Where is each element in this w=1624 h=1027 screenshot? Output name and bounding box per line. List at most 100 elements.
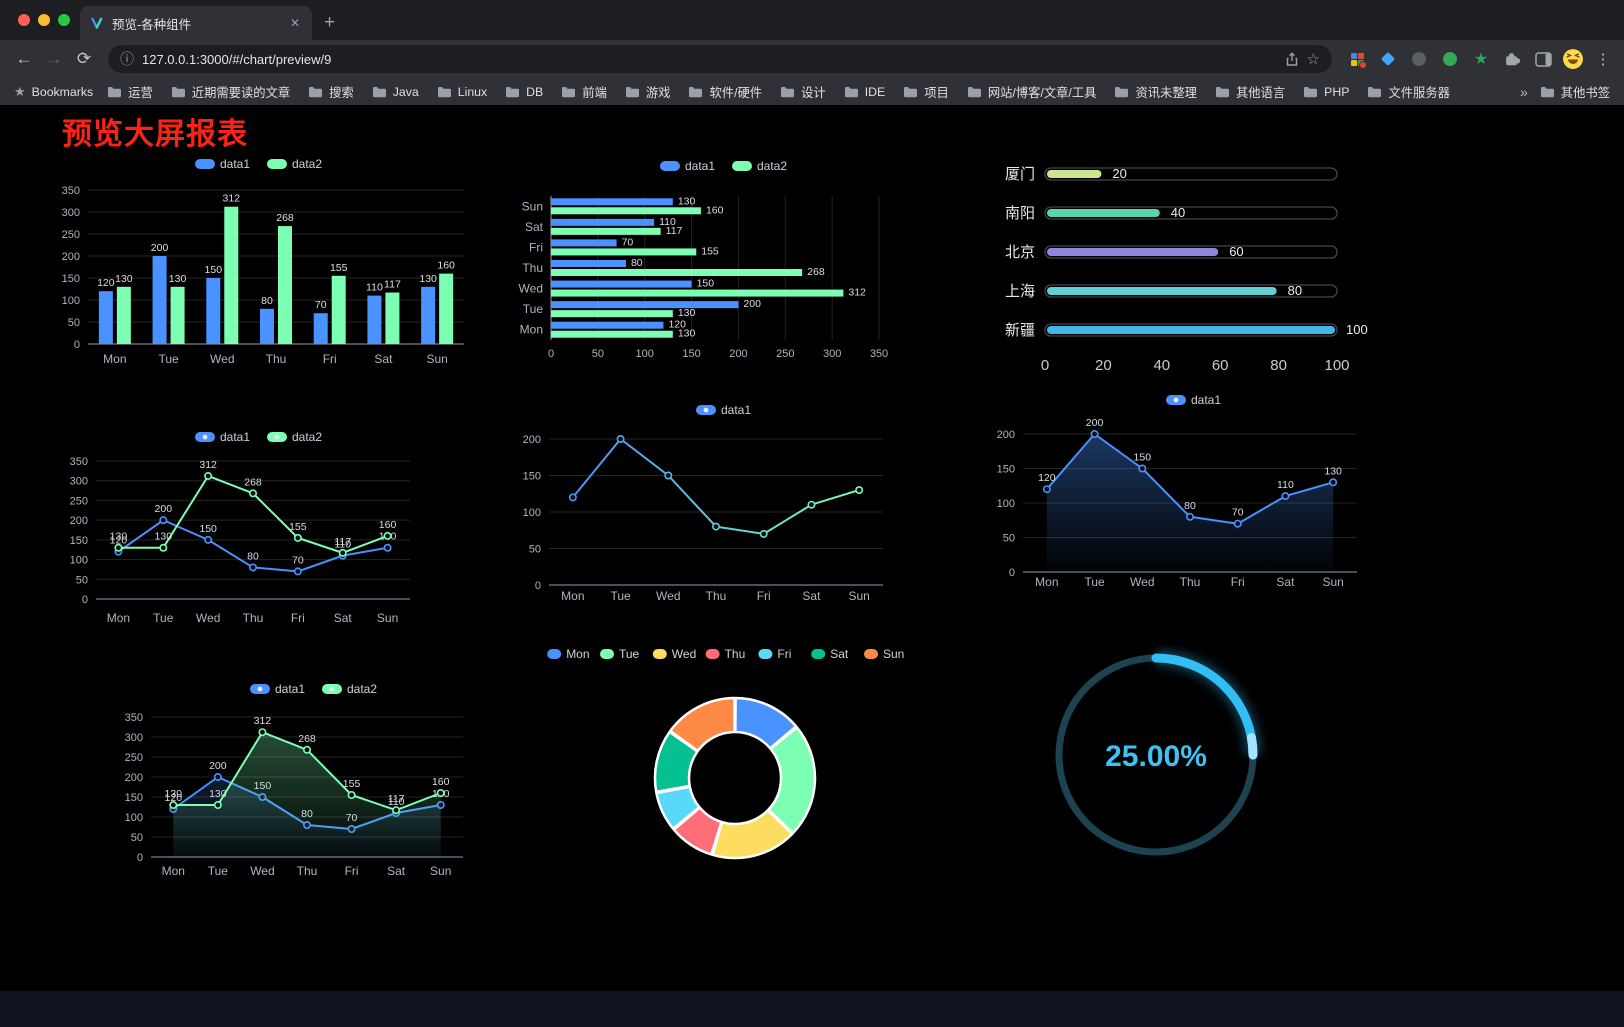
legend-item-data1[interactable]: data1	[660, 159, 715, 173]
data-point-data2-Sun[interactable]	[383, 531, 392, 540]
bookmark-folder-3[interactable]: Java	[372, 85, 419, 99]
progress-bar-北京[interactable]	[1047, 248, 1219, 256]
bookmark-folder-4[interactable]: Linux	[437, 85, 487, 99]
data-point-data2-Tue[interactable]	[213, 801, 222, 810]
bar-data2-Sat[interactable]	[385, 292, 400, 344]
data-point-data2-Mon[interactable]	[114, 543, 123, 552]
bookmark-folder-5[interactable]: DB	[505, 85, 543, 99]
bar-data1-Fri[interactable]	[313, 313, 328, 344]
data-point-data2-Fri[interactable]	[293, 533, 302, 542]
hbar-data2-Fri[interactable]	[551, 248, 697, 256]
legend-item-data1[interactable]: data1	[195, 430, 250, 444]
extension-green-circle-icon[interactable]	[1439, 48, 1461, 70]
extensions-puzzle-icon[interactable]	[1501, 48, 1523, 70]
progress-bar-厦门[interactable]	[1047, 170, 1102, 178]
bar-data2-Fri[interactable]	[331, 275, 346, 344]
legend-item-data2[interactable]: data2	[732, 159, 787, 173]
reload-button[interactable]: ⟳	[76, 49, 92, 68]
share-icon[interactable]	[1285, 51, 1299, 67]
hbar-data1-Fri[interactable]	[551, 239, 617, 247]
extension-green-star-icon[interactable]: ★	[1473, 51, 1489, 68]
data-point-data1-Sat[interactable]	[1281, 492, 1290, 501]
bar-data1-Sun[interactable]	[421, 286, 436, 344]
data-point-data2-Thu[interactable]	[303, 745, 312, 754]
legend-item-data2[interactable]: data2	[322, 682, 377, 696]
legend-item-data1[interactable]: data1	[250, 682, 305, 696]
data-point-data1-Fri[interactable]	[759, 529, 768, 538]
data-point-data2-Wed[interactable]	[258, 728, 267, 737]
bookmark-folder-11[interactable]: 项目	[903, 83, 949, 101]
legend-item-Wed[interactable]: Wed	[652, 647, 696, 661]
data-point-data2-Wed[interactable]	[204, 471, 213, 480]
pie-slice-Thu[interactable]	[672, 806, 723, 856]
data-point-data2-Sun[interactable]	[436, 789, 445, 798]
bookmark-folder-9[interactable]: 设计	[780, 83, 826, 101]
hbar-data1-Sun[interactable]	[551, 198, 673, 206]
extension-diamond-icon[interactable]	[1377, 48, 1399, 70]
data-point-data1-Wed[interactable]	[204, 535, 213, 544]
data-point-data1-Sun[interactable]	[383, 543, 392, 552]
legend-item-Thu[interactable]: Thu	[705, 647, 746, 661]
pie-slice-Sun[interactable]	[669, 696, 736, 753]
chart-two-line-area[interactable]: data1 data2 0 50 100 150 200 250 300 350 Mon Tue Wed…	[95, 645, 535, 910]
bar-data2-Sun[interactable]	[439, 273, 454, 344]
bookmark-folder-16[interactable]: 文件服务器	[1367, 83, 1450, 101]
tab-close-icon[interactable]: ✕	[289, 16, 300, 30]
bookmark-folder-12[interactable]: 网站/博客/文章/工具	[967, 83, 1096, 101]
bar-data2-Thu[interactable]	[278, 226, 292, 344]
data-point-data1-Fri[interactable]	[293, 567, 302, 576]
side-panel-icon[interactable]	[1532, 48, 1554, 70]
chart-grouped-bar[interactable]: data1 data2 0 50 100 150 200 250 300 350 Mon Tue Wed…	[40, 150, 480, 400]
bar-data1-Thu[interactable]	[260, 308, 274, 344]
data-point-data2-Tue[interactable]	[159, 543, 168, 552]
close-window-button[interactable]	[18, 14, 30, 26]
new-tab-button[interactable]: +	[324, 12, 336, 33]
legend-item-Sat[interactable]: Sat	[811, 647, 849, 661]
legend-item-Mon[interactable]: Mon	[547, 647, 590, 661]
bar-data1-Wed[interactable]	[206, 278, 221, 344]
data-point-data1-Thu[interactable]	[712, 522, 721, 531]
bookmark-folder-6[interactable]: 前端	[561, 83, 607, 101]
data-point-data1-Mon[interactable]	[568, 493, 577, 502]
minimize-window-button[interactable]	[38, 14, 50, 26]
data-point-data2-Sat[interactable]	[392, 806, 401, 815]
bar-data2-Mon[interactable]	[116, 286, 131, 344]
data-point-data1-Sat[interactable]	[807, 500, 816, 509]
legend-item-data2[interactable]: data2	[267, 430, 322, 444]
other-bookmarks[interactable]: 其他书签	[1540, 83, 1610, 101]
bookmark-folder-2[interactable]: 搜索	[308, 83, 354, 101]
chart-gauge[interactable]: 25.00%	[975, 645, 1415, 910]
chart-horizontal-bar[interactable]: data1 data2 0 50 100 150 200 250 300 350 Mon 120 130…	[505, 150, 945, 400]
site-info-icon[interactable]: ⓘ	[120, 51, 134, 67]
bar-data1-Tue[interactable]	[152, 256, 167, 344]
legend-item-Tue[interactable]: Tue	[600, 647, 640, 661]
data-point-data1-Wed[interactable]	[1138, 464, 1147, 473]
bookmark-star-icon[interactable]: ☆	[1306, 51, 1320, 68]
hbar-data1-Wed[interactable]	[551, 280, 692, 288]
data-point-data1-Thu[interactable]	[1186, 512, 1195, 521]
hbar-data2-Wed[interactable]	[551, 289, 844, 297]
pie-slice-Mon[interactable]	[734, 696, 798, 750]
data-point-data1-Thu[interactable]	[249, 563, 258, 572]
hbar-data2-Mon[interactable]	[551, 330, 673, 338]
data-point-data2-Sat[interactable]	[338, 548, 347, 557]
bookmark-folder-10[interactable]: IDE	[844, 85, 885, 99]
data-point-data2-Fri[interactable]	[347, 791, 356, 800]
forward-button[interactable]: →	[45, 49, 63, 68]
chart-progress-list[interactable]: 厦门 20 南阳 40 北京 60 上海 80 新疆 100 0 20 40 60 80 100	[975, 150, 1415, 400]
data-point-data1-Tue[interactable]	[616, 434, 625, 443]
chart-donut[interactable]: Mon Tue Wed Thu Fri Sat Sun	[505, 645, 945, 910]
progress-bar-新疆[interactable]	[1047, 326, 1335, 334]
legend-item-data2[interactable]: data2	[267, 157, 322, 171]
hbar-data2-Sat[interactable]	[551, 227, 661, 235]
data-point-data1-Sun[interactable]	[1329, 478, 1338, 487]
pie-slice-Wed[interactable]	[711, 808, 794, 860]
legend-item-data1[interactable]: data1	[696, 403, 751, 417]
hbar-data2-Tue[interactable]	[551, 310, 673, 318]
hbar-data1-Tue[interactable]	[551, 301, 739, 309]
legend-item-Sun[interactable]: Sun	[864, 647, 904, 661]
address-bar[interactable]: ⓘ 127.0.0.1:3000/#/chart/preview/9 ☆	[108, 45, 1332, 73]
progress-bar-南阳[interactable]	[1047, 209, 1160, 217]
bar-data2-Tue[interactable]	[170, 286, 185, 344]
profile-avatar[interactable]	[1563, 49, 1583, 69]
